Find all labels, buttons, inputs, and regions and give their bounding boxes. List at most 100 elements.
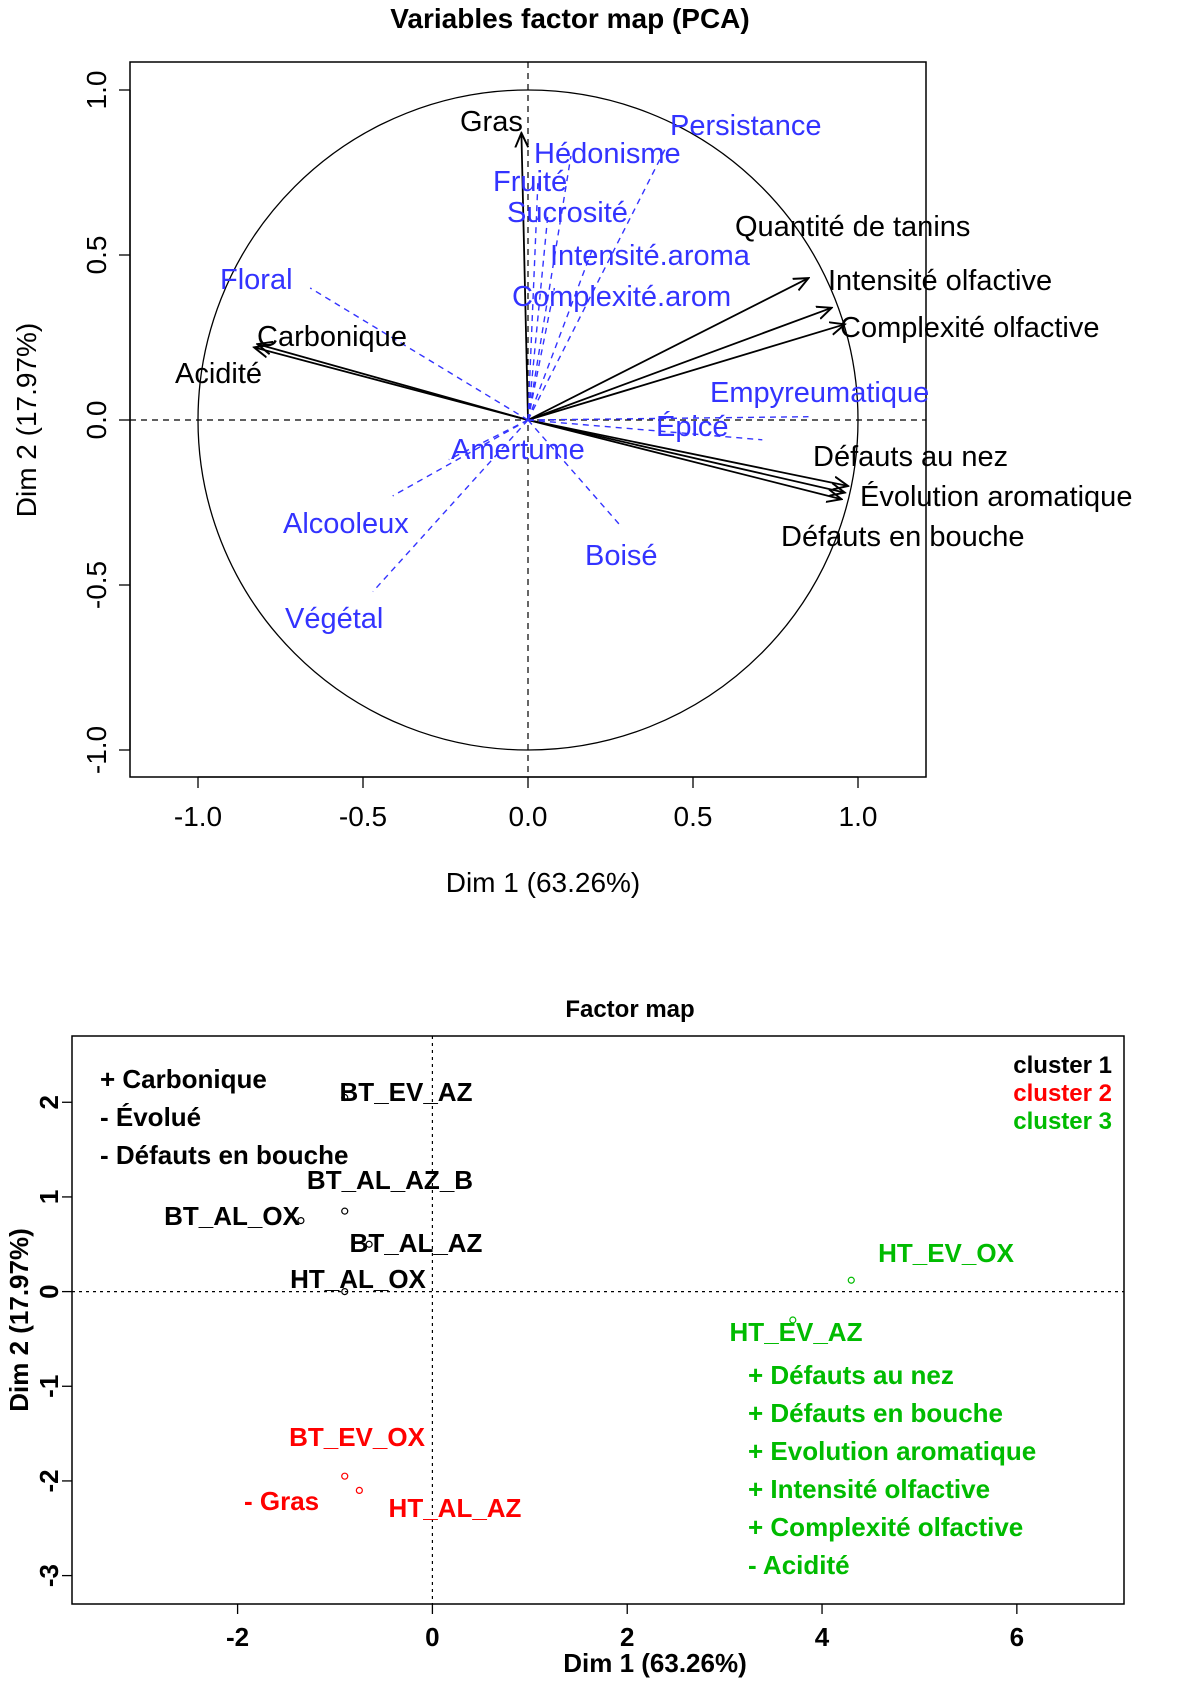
vector-label-intensite-aroma: Intensité.aroma bbox=[550, 240, 751, 272]
vector-label-empyreumatique: Empyreumatique bbox=[710, 377, 929, 409]
factor-map-annotations: + Carbonique - Évolué - Défauts en bouche -… bbox=[100, 1064, 1036, 1580]
vector-sucrosite bbox=[527, 215, 549, 421]
pca-x-tick-label: 0.5 bbox=[674, 801, 713, 832]
annotation-defauts-en-bouche: - Défauts en bouche bbox=[100, 1140, 348, 1170]
point-bt-al-az-b bbox=[341, 1207, 349, 1215]
vector-label-quantite-de-tanins: Quantité de tanins bbox=[735, 211, 970, 243]
factor-map-x-tick-label: -2 bbox=[226, 1622, 249, 1652]
vector-label-acidite: Acidité bbox=[175, 358, 262, 390]
factor-map-axes: -2 0 2 4 6 -3 -2 -1 0 1 2 bbox=[34, 1036, 1124, 1652]
vector-label-fruite: Fruité bbox=[493, 166, 567, 198]
factor-map-x-tick-label: 4 bbox=[815, 1622, 830, 1652]
factor-map-y-tick-label: -2 bbox=[34, 1469, 64, 1492]
factor-map-y-tick-label: 1 bbox=[34, 1190, 64, 1204]
factor-map-y-axis-label: Dim 2 (17.97%) bbox=[4, 1228, 34, 1412]
pca-x-axis-label: Dim 1 (63.26%) bbox=[446, 867, 641, 898]
vector-label-hedonisme: Hédonisme bbox=[534, 138, 681, 170]
annotation-defauts-au-nez: + Défauts au nez bbox=[748, 1360, 954, 1390]
pca-y-tick-label: 1.0 bbox=[81, 71, 112, 110]
vector-label-gras: Gras bbox=[460, 106, 523, 138]
vector-label-epice: Épicé bbox=[656, 410, 729, 443]
factor-map-title: Factor map bbox=[565, 996, 694, 1023]
vector-defauts-au-nez bbox=[527, 419, 848, 486]
pca-vector-layer bbox=[254, 133, 848, 593]
vector-alcooleux bbox=[392, 419, 529, 497]
annotation-carbonique: + Carbonique bbox=[100, 1064, 267, 1094]
factor-map-y-tick-label: -3 bbox=[34, 1564, 64, 1587]
factor-map-y-tick-label: -1 bbox=[34, 1375, 64, 1398]
point-bt-al-az bbox=[365, 1240, 373, 1248]
vector-intensite-olfactive bbox=[527, 308, 832, 421]
legend-entry-cluster-2: cluster 2 bbox=[1013, 1080, 1112, 1107]
point-ht-al-ox bbox=[341, 1287, 349, 1296]
vector-floral bbox=[309, 287, 529, 421]
vector-quantite-de-tanins bbox=[527, 278, 809, 421]
pca-y-tick-label: 0.0 bbox=[81, 401, 112, 440]
vector-gras bbox=[521, 133, 528, 421]
vector-label-alcooleux: Alcooleux bbox=[283, 508, 409, 540]
annotation-defauts-en-bouche: + Défauts en bouche bbox=[748, 1398, 1003, 1428]
legend-entry-cluster-3: cluster 3 bbox=[1013, 1108, 1112, 1135]
annotation-gras: - Gras bbox=[244, 1486, 319, 1516]
point-label-ht-ev-ox: HT_EV_OX bbox=[878, 1238, 1014, 1268]
vector-label-evolution-aromatique: Évolution aromatique bbox=[860, 480, 1132, 513]
vector-label-complexite-olfactive: Complexité olfactive bbox=[840, 312, 1100, 344]
vector-label-defauts-au-nez: Défauts au nez bbox=[813, 441, 1008, 473]
factor-map-label-layer: BT_EV_AZ BT_AL_AZ_BBT_AL_OX BT_AL_AZ HT_AL_… bbox=[164, 1077, 1014, 1523]
point-bt-ev-az bbox=[341, 1093, 349, 1102]
vector-label-amertume: Amertume bbox=[451, 434, 585, 466]
point-label-ht-ev-az: HT_EV_AZ bbox=[730, 1317, 863, 1347]
vector-complexite-olfactive bbox=[527, 324, 845, 421]
pca-variables-chart: Variables factor map (PCA) -1.0 -0.5 0.0 0.… bbox=[11, 3, 1132, 898]
legend-entry-cluster-1: cluster 1 bbox=[1013, 1052, 1112, 1079]
factor-map-y-tick-label: 0 bbox=[34, 1284, 64, 1298]
vector-label-complexite-arom: Complexité.arom bbox=[512, 281, 731, 313]
pca-y-tick-label: 0.5 bbox=[81, 236, 112, 275]
pca-x-tick-label: -0.5 bbox=[339, 801, 387, 832]
point-label-bt-ev-ox: BT_EV_OX bbox=[289, 1422, 425, 1452]
factor-map-x-axis-label: Dim 1 (63.26%) bbox=[563, 1648, 747, 1678]
factor-map-point-layer bbox=[297, 1093, 855, 1495]
vector-complexite-arom bbox=[527, 287, 556, 421]
vector-intensite-aroma bbox=[527, 244, 595, 421]
factor-map-y-tick-label: 2 bbox=[34, 1095, 64, 1109]
pca-chart-title: Variables factor map (PCA) bbox=[390, 3, 749, 34]
point-label-ht-al-az: HT_AL_AZ bbox=[389, 1493, 522, 1523]
vector-amertume bbox=[448, 419, 529, 461]
point-ht-ev-ox bbox=[847, 1276, 855, 1284]
vector-label-vegetal: Végétal bbox=[285, 603, 383, 635]
pca-y-tick-label: -0.5 bbox=[81, 561, 112, 609]
vector-label-carbonique: Carbonique bbox=[257, 321, 407, 353]
pca-x-tick-label: -1.0 bbox=[174, 801, 222, 832]
vector-hedonisme bbox=[527, 155, 572, 421]
vector-label-sucrosite: Sucrosité bbox=[507, 197, 628, 229]
point-label-bt-al-ox: BT_AL_OX bbox=[164, 1201, 300, 1231]
factor-map-plot-frame bbox=[71, 1035, 1125, 1605]
point-label-bt-al-az-b: BT_AL_AZ_B bbox=[307, 1165, 473, 1195]
vector-boise bbox=[527, 419, 621, 527]
pca-axes: -1.0 -0.5 0.0 0.5 1.0 -1.0 -0.5 0.0 0.5 1.0 bbox=[81, 71, 877, 832]
pca-y-tick-label: -1.0 bbox=[81, 726, 112, 774]
vector-label-persistance: Persistance bbox=[670, 110, 822, 142]
point-ht-ev-az bbox=[789, 1316, 797, 1324]
vector-label-boise: Boisé bbox=[585, 540, 658, 572]
point-ht-al-az bbox=[355, 1486, 363, 1495]
point-label-ht-al-ox: HT_AL_OX bbox=[290, 1264, 426, 1294]
vector-fruite bbox=[527, 182, 539, 421]
point-label-bt-al-az: BT_AL_AZ bbox=[350, 1228, 483, 1258]
point-bt-al-ox bbox=[297, 1216, 305, 1225]
factor-map-chart: Factor map -2 0 2 4 6 -3 -2 -1 0 1 2 BT_EV_AZ BT_AL… bbox=[4, 996, 1125, 1678]
annotation-complexite-olfactive: + Complexité olfactive bbox=[748, 1512, 1023, 1542]
point-bt-ev-ox bbox=[341, 1472, 349, 1480]
pca-label-layer: Gras Quantité de tanins Intensité olfactiv… bbox=[175, 106, 1132, 635]
pca-y-axis-label: Dim 2 (17.97%) bbox=[11, 323, 42, 518]
point-label-bt-ev-az: BT_EV_AZ bbox=[340, 1077, 473, 1107]
factor-map-x-tick-label: 6 bbox=[1010, 1622, 1024, 1652]
vector-empyreumatique bbox=[527, 416, 809, 421]
vector-label-floral: Floral bbox=[220, 264, 293, 296]
pca-x-tick-label: 1.0 bbox=[839, 801, 878, 832]
vector-label-intensite-olfactive: Intensité olfactive bbox=[828, 265, 1052, 297]
annotation-evolue: - Évolué bbox=[100, 1102, 201, 1132]
